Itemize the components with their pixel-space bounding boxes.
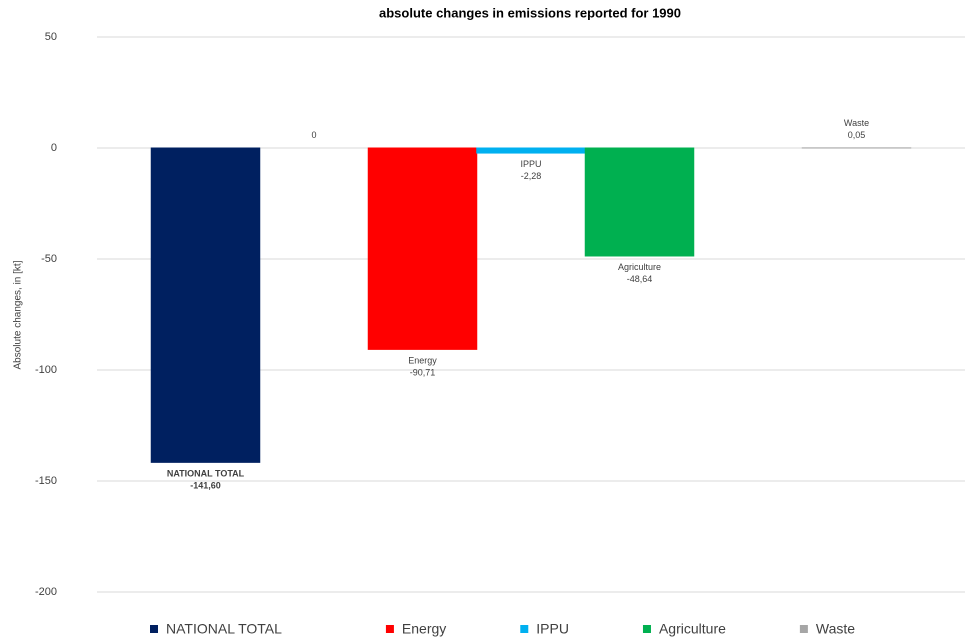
data-label: Waste 0,05 xyxy=(844,118,869,140)
value-label: 0,05 xyxy=(848,130,866,140)
legend-label: Agriculture xyxy=(659,621,726,637)
data-label: 0 xyxy=(311,130,316,140)
value-label: -141,60 xyxy=(190,481,221,491)
data-label: Energy -90,71 xyxy=(408,356,437,378)
legend-label: Energy xyxy=(402,621,446,637)
category-label: Waste xyxy=(844,118,869,128)
legend-swatch xyxy=(642,625,651,633)
y-tick-label: 0 xyxy=(51,142,57,154)
category-label: Agriculture xyxy=(618,262,661,272)
value-label: 0 xyxy=(311,130,316,140)
legend-label: IPPU xyxy=(536,621,569,637)
value-label: -2,28 xyxy=(521,171,542,181)
y-tick-label: 50 xyxy=(45,31,57,43)
legend-swatch xyxy=(150,625,158,633)
y-tick-label: -150 xyxy=(35,475,57,487)
bar xyxy=(476,147,586,154)
data-label: NATIONAL TOTAL -141,60 xyxy=(167,469,245,491)
legend-swatch xyxy=(520,625,529,633)
legend-swatch xyxy=(799,625,808,633)
data-label: Agriculture -48,64 xyxy=(618,262,661,284)
bar xyxy=(584,147,695,257)
legend-swatch xyxy=(385,625,394,633)
value-label: -48,64 xyxy=(627,274,653,284)
bar xyxy=(150,147,261,463)
legend-label: NATIONAL TOTAL xyxy=(166,621,282,637)
y-tick-label: -50 xyxy=(41,253,57,265)
legend-label: Waste xyxy=(816,621,855,637)
category-label: IPPU xyxy=(520,159,541,169)
category-label: Energy xyxy=(408,356,437,366)
category-label: NATIONAL TOTAL xyxy=(167,469,245,479)
y-tick-label: -100 xyxy=(35,364,57,376)
y-tick-label: -200 xyxy=(35,586,57,598)
chart-title: absolute changes in emissions reported f… xyxy=(379,5,681,20)
data-label: IPPU -2,28 xyxy=(520,159,541,181)
value-label: -90,71 xyxy=(410,368,436,378)
y-axis-label: Absolute changes, in [kt] xyxy=(13,260,24,369)
bar xyxy=(367,147,478,350)
